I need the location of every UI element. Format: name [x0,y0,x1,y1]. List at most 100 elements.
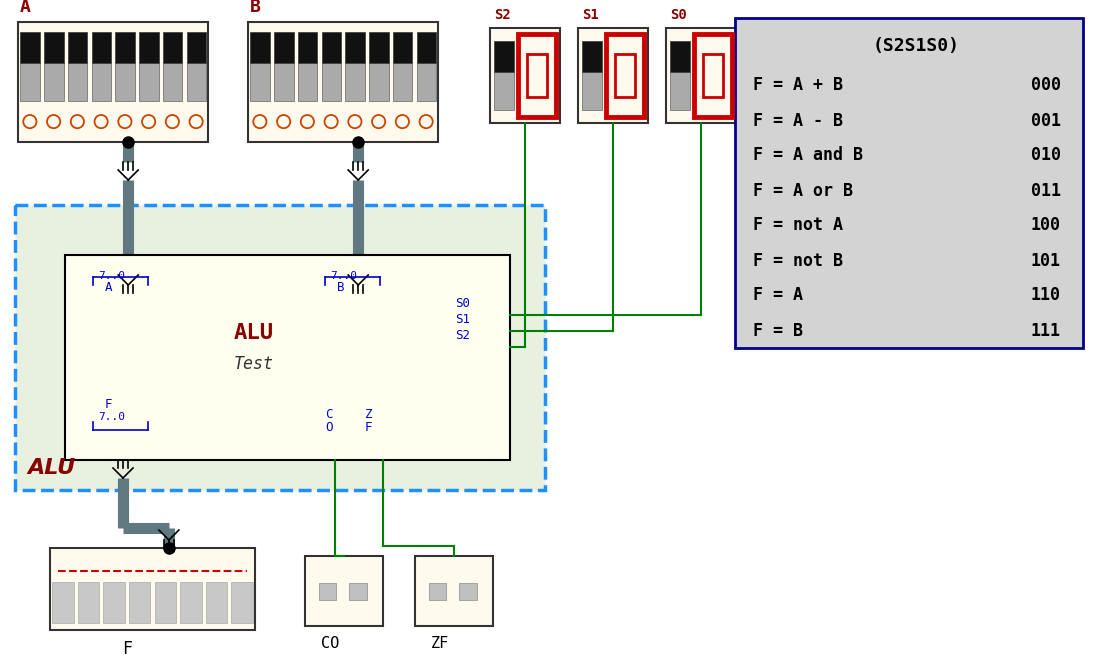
FancyBboxPatch shape [44,31,64,63]
Text: A: A [105,281,112,294]
FancyBboxPatch shape [78,583,99,623]
FancyBboxPatch shape [320,583,336,600]
FancyBboxPatch shape [163,63,182,101]
Text: 010: 010 [1031,147,1061,165]
Text: S1: S1 [582,8,598,22]
FancyBboxPatch shape [91,31,111,63]
FancyBboxPatch shape [51,548,255,630]
FancyBboxPatch shape [205,583,227,623]
Text: F = A and B: F = A and B [753,147,863,165]
FancyBboxPatch shape [346,63,365,101]
Text: S2: S2 [455,329,470,342]
FancyBboxPatch shape [578,28,648,123]
FancyBboxPatch shape [494,41,514,72]
FancyBboxPatch shape [115,63,135,101]
FancyBboxPatch shape [18,22,208,142]
FancyBboxPatch shape [615,54,636,97]
FancyBboxPatch shape [459,583,477,600]
FancyBboxPatch shape [393,63,413,101]
FancyBboxPatch shape [527,54,547,97]
FancyBboxPatch shape [248,22,438,142]
Text: F: F [122,640,132,658]
FancyBboxPatch shape [298,63,317,101]
Text: 111: 111 [1031,322,1061,340]
Text: ZF: ZF [430,636,449,651]
FancyBboxPatch shape [180,583,202,623]
FancyBboxPatch shape [128,583,150,623]
FancyBboxPatch shape [369,31,389,63]
FancyBboxPatch shape [416,31,436,63]
FancyBboxPatch shape [735,18,1083,348]
FancyBboxPatch shape [115,31,135,63]
FancyBboxPatch shape [298,31,317,63]
Text: 7..0: 7..0 [330,271,357,281]
FancyBboxPatch shape [139,31,158,63]
FancyBboxPatch shape [322,63,341,101]
Text: F = A: F = A [753,286,803,304]
FancyBboxPatch shape [163,31,182,63]
Text: F = A or B: F = A or B [753,182,853,200]
Text: F = A + B: F = A + B [753,77,843,95]
FancyBboxPatch shape [349,583,367,600]
FancyBboxPatch shape [250,63,270,101]
FancyBboxPatch shape [670,72,690,110]
FancyBboxPatch shape [103,583,125,623]
FancyBboxPatch shape [250,31,270,63]
Text: 001: 001 [1031,111,1061,129]
FancyBboxPatch shape [44,63,64,101]
Text: F = B: F = B [753,322,803,340]
FancyBboxPatch shape [274,31,293,63]
FancyBboxPatch shape [494,72,514,110]
FancyBboxPatch shape [415,556,493,626]
Text: A: A [20,0,31,16]
FancyBboxPatch shape [369,63,389,101]
FancyBboxPatch shape [670,41,690,72]
FancyBboxPatch shape [393,31,413,63]
FancyBboxPatch shape [416,63,436,101]
FancyBboxPatch shape [429,583,446,600]
Text: Test: Test [234,355,274,373]
FancyBboxPatch shape [322,31,341,63]
Text: 7..0: 7..0 [98,412,125,422]
FancyBboxPatch shape [68,63,88,101]
Text: ALU: ALU [234,323,274,343]
Text: S1: S1 [455,313,470,326]
FancyBboxPatch shape [68,31,88,63]
FancyBboxPatch shape [187,63,206,101]
Text: Z: Z [365,408,372,421]
Text: B: B [337,281,345,294]
Text: F = not B: F = not B [753,252,843,270]
Text: ALU: ALU [27,458,76,478]
FancyBboxPatch shape [21,31,40,63]
FancyBboxPatch shape [490,28,560,123]
Text: CO: CO [321,636,339,651]
FancyBboxPatch shape [15,205,545,490]
Text: S0: S0 [670,8,686,22]
FancyBboxPatch shape [703,54,724,97]
Text: B: B [250,0,261,16]
FancyBboxPatch shape [187,31,206,63]
Text: F = not A: F = not A [753,216,843,234]
Text: F: F [105,398,112,411]
Text: F = A - B: F = A - B [753,111,843,129]
FancyBboxPatch shape [346,31,365,63]
Text: 000: 000 [1031,77,1061,95]
FancyBboxPatch shape [582,72,602,110]
Text: F: F [365,421,372,434]
Text: S2: S2 [494,8,511,22]
FancyBboxPatch shape [666,28,736,123]
Text: 110: 110 [1031,286,1061,304]
Text: 011: 011 [1031,182,1061,200]
Text: 100: 100 [1031,216,1061,234]
Text: 101: 101 [1031,252,1061,270]
FancyBboxPatch shape [232,583,253,623]
FancyBboxPatch shape [305,556,383,626]
FancyBboxPatch shape [582,41,602,72]
FancyBboxPatch shape [65,255,509,460]
Text: 7..0: 7..0 [98,271,125,281]
FancyBboxPatch shape [21,63,40,101]
Text: (S2S1S0): (S2S1S0) [873,37,960,55]
Text: O: O [325,421,333,434]
FancyBboxPatch shape [274,63,293,101]
Text: C: C [325,408,333,421]
